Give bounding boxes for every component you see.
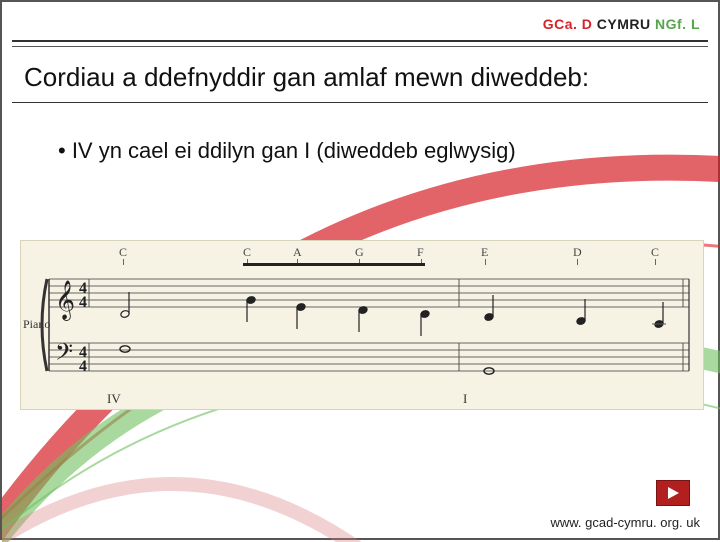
header-part-green: NGf. L <box>655 16 700 32</box>
header-part-dark: CYMRU <box>592 16 655 32</box>
staff-svg: 𝄞𝄢4444 <box>29 243 697 399</box>
header-divider-thin <box>12 46 708 47</box>
header-part-red: GCa. D <box>543 16 593 32</box>
roman-numeral: IV <box>107 391 121 407</box>
slide-title: Cordiau a ddefnyddir gan amlaf mewn diwe… <box>24 62 589 93</box>
footer-url: www. gcad-cymru. org. uk <box>550 515 700 530</box>
svg-text:4: 4 <box>79 358 87 375</box>
svg-text:4: 4 <box>79 294 87 311</box>
svg-text:𝄞: 𝄞 <box>55 281 75 321</box>
bullet-text: • IV yn cael ei ddilyn gan I (diweddeb e… <box>58 138 516 164</box>
play-icon <box>665 485 681 501</box>
header-divider-thick <box>12 40 708 42</box>
title-underline <box>12 102 708 103</box>
svg-text:𝄢: 𝄢 <box>55 340 73 371</box>
slide-frame: GCa. D CYMRU NGf. L Cordiau a ddefnyddir… <box>0 0 720 540</box>
music-notation: CCAGFEDC Piano 𝄞𝄢4444 IVI <box>20 240 704 410</box>
roman-numeral: I <box>463 391 467 407</box>
next-button[interactable] <box>656 480 690 506</box>
header-logo-text: GCa. D CYMRU NGf. L <box>543 16 700 32</box>
